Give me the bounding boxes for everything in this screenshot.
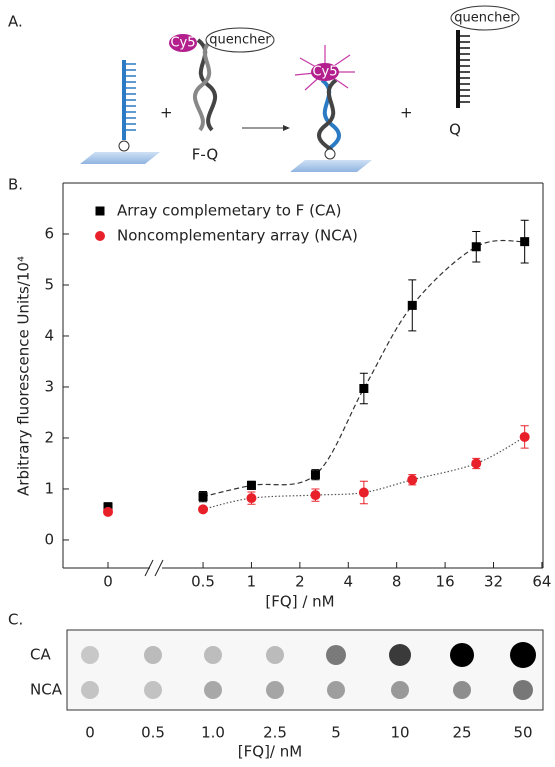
legend-marker bbox=[95, 206, 105, 216]
bases bbox=[124, 63, 136, 131]
y-tick-label: 4 bbox=[44, 326, 54, 344]
x-tick-label: 0.5 bbox=[191, 573, 215, 591]
helix-strand bbox=[193, 38, 214, 132]
product-label: Q bbox=[449, 121, 461, 139]
column-label: 10 bbox=[390, 724, 409, 742]
point bbox=[103, 506, 113, 517]
y-tick-label: 3 bbox=[44, 377, 54, 395]
legend-label: Noncomplementary array (NCA) bbox=[117, 227, 358, 245]
fluor-label: Cy5 bbox=[312, 65, 337, 80]
panel-label: A. bbox=[8, 13, 23, 31]
blot-spot bbox=[144, 681, 162, 699]
point bbox=[520, 237, 530, 247]
point bbox=[407, 474, 418, 485]
bases bbox=[458, 35, 470, 103]
legend-label: Array complemetary to F (CA) bbox=[117, 202, 342, 220]
point bbox=[246, 493, 257, 504]
x-tick-label: 1 bbox=[247, 573, 257, 591]
point bbox=[358, 487, 369, 498]
x-tick-label: 64 bbox=[532, 573, 551, 591]
quencher-tag bbox=[205, 27, 275, 53]
column-label: 0.5 bbox=[141, 724, 165, 742]
y-tick-label: 2 bbox=[44, 428, 54, 446]
column-label: 5 bbox=[331, 724, 341, 742]
blot-spot bbox=[391, 681, 409, 699]
blot-frame bbox=[66, 629, 544, 711]
blot-spot bbox=[81, 646, 99, 664]
probe-label: F-Q bbox=[192, 146, 218, 164]
x-tick-label: 16 bbox=[436, 573, 455, 591]
panel-c: C. [FQ]/ nM CA NCA 0 0.5 1.0 2.5 5 10 25 50 bbox=[8, 611, 544, 761]
x-axis-label: [FQ] / nM bbox=[265, 593, 334, 611]
blot-spot bbox=[266, 646, 284, 664]
blot-spot bbox=[510, 642, 536, 668]
blot-spot bbox=[204, 681, 222, 699]
column-label: 2.5 bbox=[263, 724, 287, 742]
fluor-label: Cy5 bbox=[170, 36, 195, 51]
plus: + bbox=[400, 104, 413, 122]
y-tick-label: 0 bbox=[44, 530, 54, 548]
point bbox=[103, 502, 113, 512]
plus: + bbox=[160, 104, 173, 122]
panel-a: A. + Cy5 quencher F-Q Cy5 + quencher Q bbox=[8, 5, 520, 172]
arrow-head bbox=[283, 125, 290, 131]
linker bbox=[118, 140, 130, 152]
x-tick-label: 4 bbox=[344, 573, 354, 591]
quencher-label: quencher bbox=[454, 11, 516, 26]
blot-spot bbox=[513, 680, 533, 700]
panel-b: B. [FQ] / nM Arbitrary fluorescence Unit… bbox=[8, 176, 551, 611]
linker bbox=[324, 148, 336, 160]
blot-spot bbox=[204, 646, 222, 664]
blot-spot bbox=[144, 646, 162, 664]
point bbox=[519, 431, 530, 442]
point bbox=[198, 492, 208, 502]
blot-spot bbox=[327, 681, 345, 699]
slide bbox=[290, 160, 372, 172]
x-tick-label: 8 bbox=[392, 573, 402, 591]
column-label: 25 bbox=[452, 724, 471, 742]
blot-spot bbox=[81, 681, 99, 699]
blot-spot bbox=[326, 645, 346, 665]
column-label: 1.0 bbox=[201, 724, 225, 742]
blot-spot bbox=[453, 681, 471, 699]
fluor-tag bbox=[169, 34, 197, 52]
column-label: 50 bbox=[513, 724, 532, 742]
panel-label: B. bbox=[8, 176, 23, 194]
y-tick-label: 1 bbox=[44, 479, 54, 497]
blot-spot bbox=[266, 681, 284, 699]
axis-break bbox=[144, 559, 164, 577]
row-label: NCA bbox=[30, 681, 63, 699]
blot-spot bbox=[450, 643, 474, 667]
point bbox=[246, 480, 256, 490]
x-tick-label: 32 bbox=[484, 573, 503, 591]
point bbox=[198, 504, 209, 515]
panel-label: C. bbox=[8, 611, 23, 629]
y-axis-label: Arbitrary fluorescence Units/10⁴ bbox=[15, 256, 33, 496]
legend-marker bbox=[95, 231, 105, 241]
point bbox=[310, 490, 321, 501]
point bbox=[407, 300, 417, 310]
point bbox=[359, 384, 369, 394]
quencher-label: quencher bbox=[209, 33, 271, 48]
blot-spot bbox=[389, 644, 411, 666]
row-label: CA bbox=[30, 646, 51, 664]
y-tick-label: 6 bbox=[44, 224, 54, 242]
fluor-tag bbox=[311, 63, 339, 81]
point bbox=[471, 242, 481, 252]
x-axis-label: [FQ]/ nM bbox=[238, 743, 302, 761]
slide bbox=[80, 152, 160, 164]
point bbox=[310, 470, 320, 480]
y-tick-label: 5 bbox=[44, 275, 54, 293]
x-tick-label: 0 bbox=[103, 573, 113, 591]
x-tick-label: 2 bbox=[295, 573, 305, 591]
column-label: 0 bbox=[85, 724, 95, 742]
helix-strand bbox=[317, 78, 338, 152]
emission bbox=[294, 45, 355, 91]
point bbox=[471, 458, 482, 469]
quencher-tag bbox=[450, 5, 520, 31]
